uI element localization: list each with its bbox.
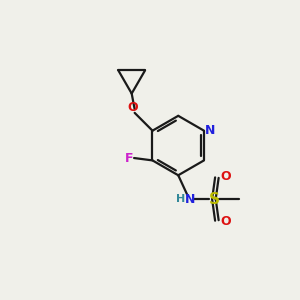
Text: N: N — [205, 124, 215, 136]
Text: S: S — [208, 191, 219, 206]
Text: F: F — [124, 152, 133, 164]
Text: N: N — [185, 193, 195, 206]
Text: O: O — [220, 170, 230, 183]
Text: H: H — [176, 194, 185, 204]
Text: O: O — [220, 215, 230, 228]
Text: O: O — [128, 101, 139, 114]
